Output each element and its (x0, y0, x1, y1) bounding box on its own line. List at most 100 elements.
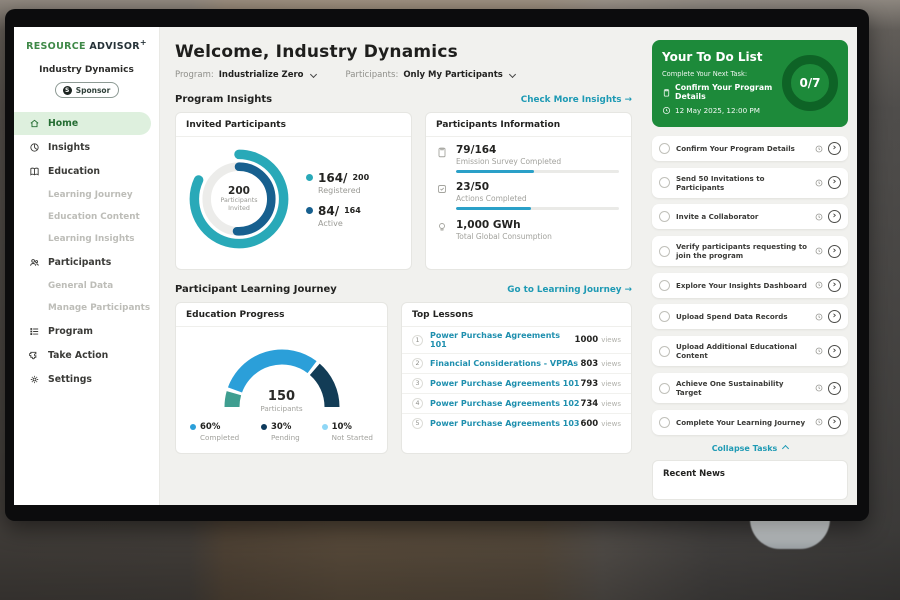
sidebar-item-participants[interactable]: Participants (14, 251, 151, 274)
learning-cards-row: Education Progress 150 Participants 60% (175, 302, 632, 454)
gauge-svg (223, 349, 339, 408)
task-open-button[interactable]: › (828, 415, 841, 429)
task-item-6[interactable]: Upload Spend Data Records › (652, 304, 848, 330)
task-checkbox[interactable] (659, 279, 670, 291)
take-action-icon (29, 351, 37, 360)
lesson-row-2[interactable]: 2 Financial Considerations - VPPAs 803 vi… (402, 354, 631, 374)
task-open-button[interactable]: › (828, 278, 841, 292)
task-checkbox[interactable] (659, 245, 670, 257)
lesson-link[interactable]: Power Purchase Agreements 102 (430, 399, 580, 408)
clock-icon (662, 106, 671, 115)
registered-ring (189, 149, 289, 249)
sidebar-item-general-data[interactable]: General Data (48, 281, 114, 292)
program-filter[interactable]: Program: Industrialize Zero (175, 70, 317, 80)
sidebar-item-learning-journey[interactable]: Learning Journey (48, 190, 133, 201)
task-label: Explore Your Insights Dashboard (676, 280, 807, 290)
emission-survey-progress (456, 169, 619, 173)
sidebar-item-label: Program (48, 326, 93, 338)
task-checkbox[interactable] (659, 382, 670, 394)
invited-participants-card: Invited Participants 200 Participants In… (175, 112, 412, 270)
lesson-row-4[interactable]: 4 Power Purchase Agreements 102 734 views (402, 394, 631, 414)
emission-survey-value: 79/164 (456, 143, 497, 156)
task-item-9[interactable]: Complete Your Learning Journey › (652, 409, 848, 435)
recent-news-card: Recent News (652, 459, 848, 500)
registered-value: 164/ (318, 170, 348, 185)
active-ring (202, 162, 276, 236)
task-open-button[interactable]: › (828, 310, 841, 324)
legend-dot-pending (261, 424, 268, 430)
sidebar-item-program[interactable]: Program (14, 320, 151, 343)
logo-plus: + (139, 38, 147, 47)
participants-filter[interactable]: Participants: Only My Participants (346, 70, 516, 80)
task-open-button[interactable]: › (828, 176, 841, 190)
lesson-link[interactable]: Financial Considerations - VPPAs (430, 359, 579, 368)
task-open-button[interactable]: › (828, 244, 841, 258)
participants-count-label: Participants (260, 404, 303, 413)
dashboard-screen: RESOURCE ADVISOR+ Industry Dynamics S Sp… (14, 27, 857, 505)
app-logo: RESOURCE ADVISOR+ (14, 38, 159, 52)
sidebar-item-settings[interactable]: Settings (14, 368, 151, 391)
todo-progress-ring: 0/7 (782, 54, 838, 111)
consumption-label: Total Global Consumption (456, 231, 552, 241)
task-item-5[interactable]: Explore Your Insights Dashboard › (652, 272, 848, 298)
consumption-value: 1,000 GWh (456, 218, 521, 231)
sidebar-item-take-action[interactable]: Take Action (14, 344, 151, 367)
task-label: Complete Your Learning Journey (676, 417, 806, 427)
task-checkbox[interactable] (659, 211, 670, 223)
task-open-button[interactable]: › (828, 381, 841, 395)
home-icon (30, 119, 39, 128)
task-open-button[interactable]: › (828, 344, 841, 358)
sidebar-item-insights[interactable]: Insights (14, 136, 151, 159)
task-item-7[interactable]: Upload Additional Educational Content › (652, 335, 848, 367)
collapse-tasks-link[interactable]: Collapse Tasks (652, 444, 848, 453)
lesson-link[interactable]: Power Purchase Agreements 103 (430, 419, 580, 428)
lesson-link[interactable]: Power Purchase Agreements 101 (430, 379, 580, 388)
task-open-button[interactable]: › (828, 142, 841, 155)
lesson-link[interactable]: Power Purchase Agreements 101 (430, 331, 560, 349)
task-checkbox[interactable] (659, 416, 670, 428)
program-insights-header: Program Insights Check More Insights → (175, 94, 632, 105)
lesson-row-3[interactable]: 3 Power Purchase Agreements 101 793 views (402, 374, 631, 394)
lesson-row-5[interactable]: 5 Power Purchase Agreements 103 600 views (402, 414, 631, 433)
task-checkbox[interactable] (659, 143, 670, 154)
sidebar-item-education-content[interactable]: Education Content (48, 212, 140, 223)
todo-subtitle: Complete Your Next Task: (662, 70, 748, 78)
lesson-views: 600 (580, 418, 599, 429)
sidebar-item-manage-participants[interactable]: Manage Participants (48, 303, 151, 314)
sidebar-item-learning-insights[interactable]: Learning Insights (48, 234, 135, 245)
donut-center-label: 200 Participants Invited (182, 142, 296, 256)
check-more-insights-link[interactable]: Check More Insights → (520, 94, 632, 105)
sidebar-item-home[interactable]: Home (14, 112, 151, 136)
task-item-4[interactable]: Verify participants requesting to join t… (652, 235, 848, 267)
donut-chart-svg (189, 149, 289, 249)
task-label: Verify participants requesting to join t… (676, 241, 807, 261)
sidebar-item-label: Participants (48, 257, 112, 269)
sidebar-item-education[interactable]: Education (14, 160, 151, 183)
task-checkbox[interactable] (659, 311, 670, 323)
legend-item-pending: 30% Pending (261, 422, 300, 442)
consumption-row: 1,000 GWh Total Global Consumption (426, 212, 631, 243)
sidebar-item-label: Take Action (48, 350, 109, 362)
task-item-8[interactable]: Achieve One Sustainability Target › (652, 372, 848, 404)
task-item-1[interactable]: Confirm Your Program Details › (652, 136, 848, 161)
actions-completed-value: 23/50 (456, 181, 490, 193)
lesson-row-1[interactable]: 1 Power Purchase Agreements 101 1000 view… (402, 327, 631, 354)
invited-total-label: Participants Invited (220, 196, 258, 212)
card-title: Education Progress (176, 303, 387, 327)
go-to-learning-journey-link[interactable]: Go to Learning Journey → (507, 284, 632, 295)
task-open-button[interactable]: › (828, 210, 841, 224)
task-label: Invite a Collaborator (676, 212, 759, 222)
legend-dot-not-started (321, 424, 328, 430)
gauge-segment-pending (309, 363, 339, 408)
task-clock-icon (815, 145, 823, 152)
task-checkbox[interactable] (659, 345, 670, 357)
lesson-views: 1000 (574, 335, 599, 345)
sponsor-badge[interactable]: S Sponsor (54, 82, 119, 99)
invited-total: 200 (228, 184, 250, 197)
program-filter-value: Industrialize Zero (218, 70, 304, 80)
lesson-views: 793 (580, 378, 599, 389)
task-item-2[interactable]: Send 50 Invitations to Participants › (652, 167, 848, 198)
task-checkbox[interactable] (659, 177, 670, 189)
task-item-3[interactable]: Invite a Collaborator › (652, 204, 848, 230)
task-clock-icon (815, 247, 823, 255)
